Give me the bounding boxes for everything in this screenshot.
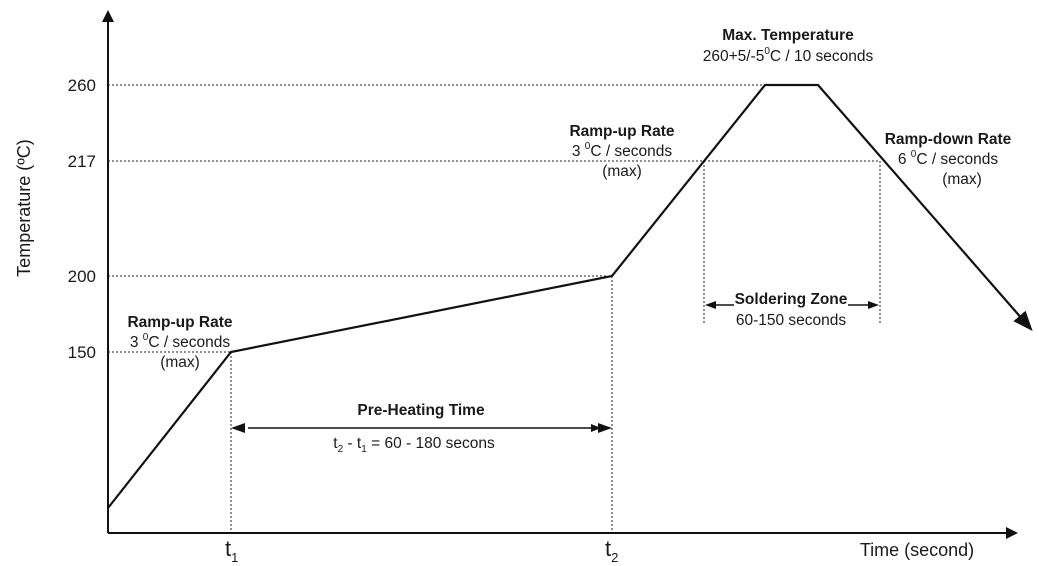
- rampup-1-rate: 3 0C / seconds: [130, 332, 231, 351]
- x-tick-t1: t1: [225, 536, 238, 565]
- rampup-1-max: (max): [160, 354, 200, 371]
- max-temp-title: Max. Temperature: [722, 27, 854, 44]
- solder-arrow-left-head: [705, 301, 716, 309]
- solder-arrow-right-head: [868, 301, 879, 309]
- rampup-1-title: Ramp-up Rate: [127, 314, 232, 331]
- rampdown-max: (max): [942, 171, 982, 188]
- rampdown-title: Ramp-down Rate: [885, 131, 1012, 148]
- y-tick-200: 200: [68, 267, 96, 286]
- max-temp-annotation: Max. Temperature 260+5/-50C / 10 seconds: [703, 27, 874, 65]
- preheat-arrow-right-head: [598, 423, 612, 433]
- max-temp-value: 260+5/-50C / 10 seconds: [703, 46, 874, 65]
- rampup-annotation-2: Ramp-up Rate 3 0C / seconds (max): [569, 123, 674, 180]
- rampup-2-rate: 3 0C / seconds: [572, 141, 673, 160]
- y-axis-title: Temperature (ºC): [14, 139, 34, 277]
- solder-annotation: Soldering Zone 60-150 seconds: [735, 291, 848, 329]
- x-tick-t2: t2: [605, 536, 618, 565]
- rampdown-annotation: Ramp-down Rate 6 0C / seconds (max): [885, 131, 1012, 188]
- rampup-2-title: Ramp-up Rate: [569, 123, 674, 140]
- preheat-annotation: Pre-Heating Time t2 - t1 = 60 - 180 seco…: [333, 402, 495, 455]
- preheat-formula: t2 - t1 = 60 - 180 secons: [333, 435, 495, 455]
- preheat-title: Pre-Heating Time: [357, 402, 485, 419]
- temperature-profile: [107, 83, 1033, 509]
- rampup-2-max: (max): [602, 163, 642, 180]
- rampdown-rate: 6 0C / seconds: [898, 149, 999, 168]
- rampup-annotation-1: Ramp-up Rate 3 0C / seconds (max): [127, 314, 232, 371]
- y-tick-150: 150: [68, 343, 96, 362]
- preheat-arrow-left-head: [231, 423, 245, 433]
- y-tick-260: 260: [68, 76, 96, 95]
- x-axis-title: Time (second): [860, 540, 974, 560]
- y-tick-217: 217: [68, 152, 96, 171]
- solder-duration: 60-150 seconds: [736, 312, 847, 329]
- solder-title: Soldering Zone: [735, 291, 848, 308]
